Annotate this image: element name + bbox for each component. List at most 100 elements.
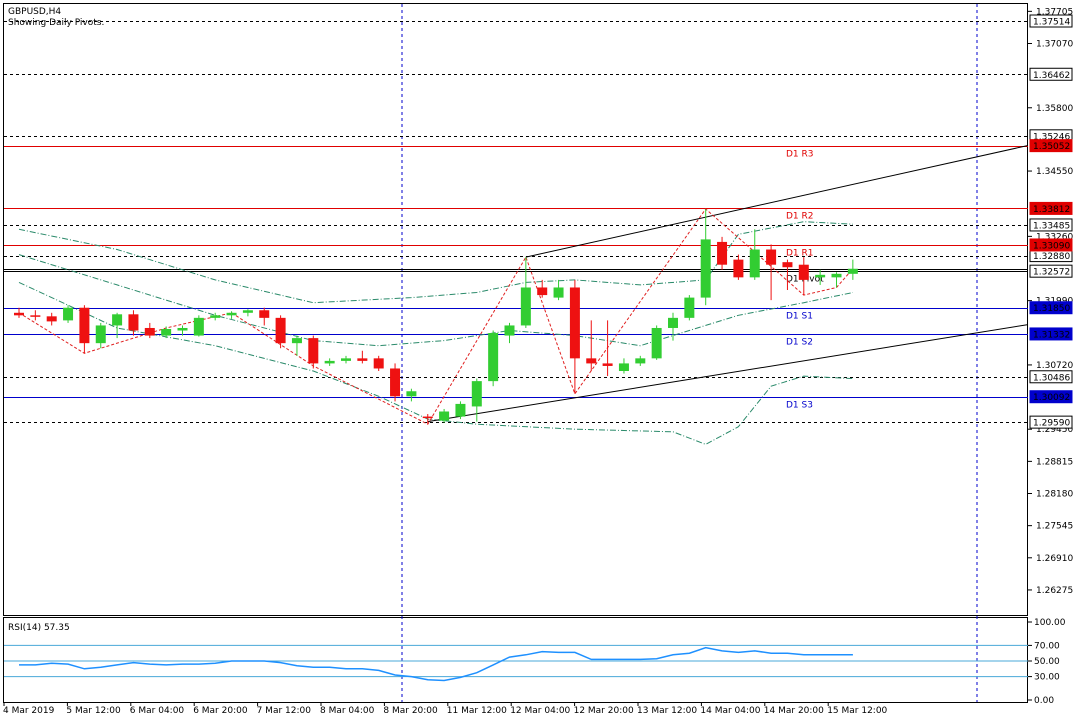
candle-body — [259, 310, 270, 318]
candle-body — [471, 381, 482, 407]
chart-subtitle: Showing Daily Pivots. — [8, 18, 104, 28]
candle-body — [308, 338, 319, 364]
period-separators — [401, 4, 978, 702]
price-tick-label: 1.37705 — [1036, 7, 1073, 17]
pivot-tag-box — [1029, 390, 1073, 404]
pivot-tag-label: 1.33812 — [1033, 205, 1070, 215]
candle-body — [193, 317, 204, 336]
candle-body — [668, 317, 678, 328]
candle-body — [390, 368, 401, 397]
candle — [144, 322, 155, 339]
price-tick-label: 1.34550 — [1036, 167, 1073, 177]
candle-body — [177, 327, 188, 331]
candle — [439, 408, 450, 423]
level-tag-label: 1.36462 — [1033, 71, 1070, 81]
time-tick-label: 14 Mar 04:00 — [700, 706, 760, 716]
candle-body — [749, 249, 760, 278]
price-tick-label: 1.33260 — [1036, 232, 1073, 242]
pivot-name-label: D1 S3 — [786, 401, 813, 411]
candle — [586, 320, 597, 372]
candle-body — [782, 262, 793, 268]
candle — [357, 350, 368, 364]
candle-body — [275, 317, 286, 344]
candle-body — [242, 310, 253, 313]
candle-body — [30, 315, 41, 317]
dotted-levels — [4, 21, 1028, 423]
candle — [520, 257, 531, 328]
candle — [847, 259, 858, 280]
time-tick-label: 6 Mar 04:00 — [130, 706, 185, 716]
pivot-tag-label: 1.35052 — [1033, 142, 1070, 152]
candle — [733, 254, 744, 280]
pivot-tag-box — [1029, 264, 1073, 278]
trendlines — [427, 144, 1029, 423]
candle-body — [618, 363, 629, 372]
level-tag-label: 1.29590 — [1033, 419, 1070, 429]
pivot-name-label: D1 R3 — [786, 150, 814, 160]
pivot-tag-box — [1029, 201, 1073, 215]
candle-body — [635, 358, 646, 364]
envelope-mid-line — [18, 254, 854, 347]
candle-body — [63, 307, 74, 321]
candle — [177, 325, 188, 336]
candle-body — [520, 287, 531, 326]
candle-body — [161, 328, 172, 336]
candle — [455, 401, 466, 420]
candles — [14, 209, 858, 425]
candle — [128, 310, 139, 336]
candle-body — [569, 287, 580, 359]
zigzag-polyline — [18, 208, 854, 425]
time-tick-label: 5 Mar 12:00 — [66, 706, 121, 716]
candle — [112, 312, 123, 339]
candle — [749, 229, 760, 280]
candle — [635, 355, 646, 366]
candle — [63, 305, 74, 323]
candle — [504, 322, 515, 344]
time-tick-label: 14 Mar 20:00 — [764, 706, 824, 716]
price-tick-label: 1.37070 — [1036, 39, 1073, 49]
price-tick-label: 1.26910 — [1036, 554, 1073, 564]
candle — [488, 330, 499, 387]
candle — [798, 257, 809, 296]
candle-body — [373, 358, 384, 369]
price-tick-label: 1.29450 — [1036, 425, 1073, 435]
time-tick-label: 11 Mar 12:00 — [447, 706, 507, 716]
candle — [471, 378, 482, 422]
candle-body — [504, 325, 515, 336]
level-tag-box — [1029, 14, 1073, 28]
time-tick-label: 7 Mar 12:00 — [257, 706, 312, 716]
pivot-name-label: D1 S2 — [786, 338, 813, 348]
rsi-indicator: 100.00 70.00 50.00 30.00 0.00 — [4, 618, 1066, 706]
candle-body — [651, 327, 662, 359]
candle-body — [46, 316, 57, 322]
level-tag-box — [1029, 370, 1073, 384]
pivot-tag-box — [1029, 238, 1073, 252]
price-tick-label: 1.26275 — [1036, 586, 1073, 596]
candle — [668, 312, 678, 341]
candle-body — [537, 287, 548, 296]
level-tag-label: 1.33485 — [1033, 221, 1070, 231]
candle — [259, 307, 270, 326]
candle-body — [798, 264, 809, 280]
trendline-0 — [525, 144, 1029, 258]
candle-body — [406, 391, 417, 397]
candle-body — [324, 360, 335, 364]
candle — [766, 244, 777, 301]
candle — [79, 305, 90, 354]
envelope-lower-line — [18, 281, 853, 445]
candle — [569, 279, 580, 394]
candle-body — [439, 411, 450, 421]
candle-body — [455, 403, 466, 417]
candle — [553, 279, 564, 301]
rsi-line — [19, 646, 853, 682]
candle — [308, 335, 319, 369]
pivot-tag-box — [1029, 301, 1073, 315]
pivot-name-label: D1 S1 — [786, 312, 813, 322]
candle-body — [766, 249, 777, 265]
candle — [226, 311, 237, 319]
price-tick-label: 1.30720 — [1036, 361, 1073, 371]
candle — [651, 325, 662, 360]
candle — [782, 259, 793, 291]
pivot-tag-label: 1.32572 — [1033, 268, 1070, 278]
